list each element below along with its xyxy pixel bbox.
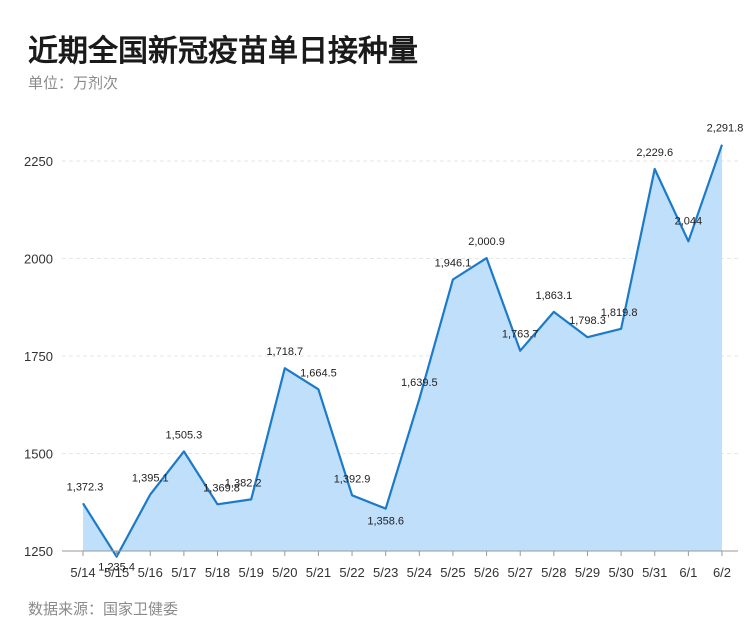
data-label: 2,291.8 xyxy=(707,123,744,135)
y-tick-label: 1750 xyxy=(24,349,53,364)
series-line xyxy=(82,144,724,558)
data-label: 1,505.3 xyxy=(166,429,203,441)
y-tick-label: 2000 xyxy=(24,252,53,267)
x-tick-label: 5/18 xyxy=(205,565,230,580)
data-label: 1,235.4 xyxy=(98,562,135,574)
x-tick-label: 5/31 xyxy=(642,565,667,580)
x-tick-label: 5/26 xyxy=(474,565,499,580)
data-label: 1,798.3 xyxy=(569,315,606,327)
x-tick-label: 5/21 xyxy=(306,565,331,580)
data-label: 1,639.5 xyxy=(401,377,438,389)
data-label: 1,664.5 xyxy=(300,367,337,379)
data-label: 1,372.3 xyxy=(67,481,104,493)
x-tick-label: 5/14 xyxy=(70,565,95,580)
y-tick-label: 1250 xyxy=(24,544,53,559)
data-label: 1,382.2 xyxy=(225,477,262,489)
data-label: 1,369.8 xyxy=(203,482,240,494)
chart-title: 近期全国新冠疫苗单日接种量 xyxy=(28,34,418,69)
x-tick-label: 5/15 xyxy=(104,565,129,580)
data-label: 1,863.1 xyxy=(535,290,572,302)
x-tick-label: 5/22 xyxy=(339,565,364,580)
data-label: 1,819.8 xyxy=(601,307,638,319)
x-tick-label: 6/1 xyxy=(679,565,697,580)
data-label: 2,000.9 xyxy=(468,236,505,248)
data-label: 2,229.6 xyxy=(636,147,673,159)
x-tick-label: 5/30 xyxy=(608,565,633,580)
x-tick-label: 5/20 xyxy=(272,565,297,580)
data-source: 数据来源：国家卫健委 xyxy=(28,600,179,618)
data-label: 1,763.7 xyxy=(502,329,539,341)
y-axis-ticks: 1250 1500 1750 2000 2250 xyxy=(24,154,53,559)
data-label: 1,358.6 xyxy=(367,516,404,528)
x-tick-label: 5/17 xyxy=(171,565,196,580)
x-tick-label: 5/16 xyxy=(138,565,163,580)
x-tick-label: 5/28 xyxy=(541,565,566,580)
y-tick-label: 1500 xyxy=(24,447,53,462)
data-label: 1,392.9 xyxy=(334,473,371,485)
data-label: 1,946.1 xyxy=(435,258,472,270)
data-label: 1,718.7 xyxy=(266,346,303,358)
data-label: 2,044 xyxy=(675,215,703,227)
x-tick-label: 5/29 xyxy=(575,565,600,580)
chart-unit-label: 单位：万剂次 xyxy=(28,74,119,92)
y-tick-label: 2250 xyxy=(24,154,53,169)
x-axis-ticks: 5/14 5/15 5/16 5/17 5/18 5/19 5/20 5/21 5/22 5/23… xyxy=(70,551,731,580)
x-tick-label: 5/19 xyxy=(239,565,264,580)
x-tick-label: 5/25 xyxy=(440,565,465,580)
area-fill xyxy=(83,144,722,557)
data-label: 1,395.1 xyxy=(132,472,169,484)
x-tick-label: 5/27 xyxy=(508,565,533,580)
data-labels: 1,372.3 1,235.4 1,395.1 1,505.3 1,369.81,382… xyxy=(67,123,744,574)
x-tick-label: 6/2 xyxy=(713,565,731,580)
x-tick-label: 5/23 xyxy=(373,565,398,580)
x-tick-label: 5/24 xyxy=(407,565,432,580)
